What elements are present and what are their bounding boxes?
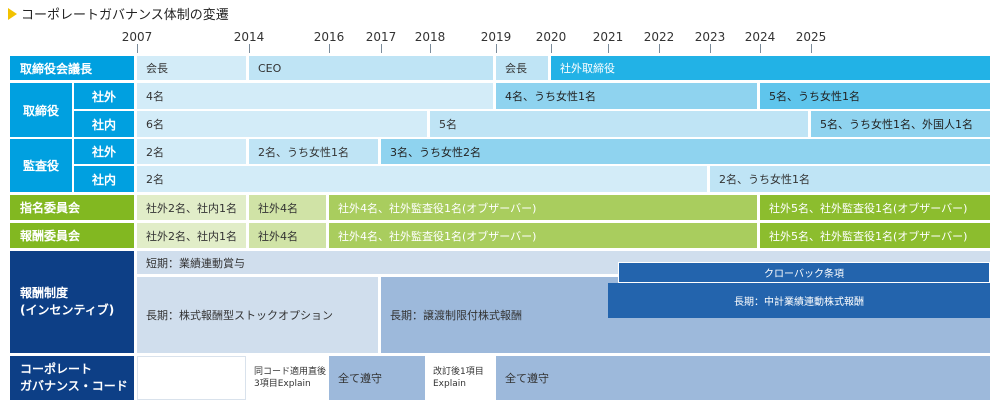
year-label: 2024 (744, 30, 776, 44)
audit-inside-cell: 2名 (137, 166, 707, 192)
audit-outside-cell: 3名、うち女性2名 (381, 139, 990, 164)
year-label: 2019 (480, 30, 512, 44)
board-inside-cell: 5名 (430, 111, 808, 137)
stock-option-bar: 長期：株式報酬型ストックオプション (137, 277, 378, 353)
year-label: 2018 (414, 30, 446, 44)
nomination-cell: 社外4名、社外監査役1名(オブザーバー) (329, 195, 757, 220)
year-label: 2021 (592, 30, 624, 44)
row-header-board-chair: 取締役会議長 (10, 56, 134, 80)
year-label: 2016 (313, 30, 345, 44)
year-tick (381, 44, 382, 53)
audit-outside-cell: 2名 (137, 139, 246, 164)
code-cell-line: 改訂後1項目 (433, 367, 484, 377)
compensation-cell: 社外4名 (249, 223, 326, 248)
year-tick (811, 44, 812, 53)
title-marker-icon (8, 8, 17, 20)
audit-inside-cell: 2名、うち女性1名 (710, 166, 990, 192)
code-cell-line: Explain (433, 379, 466, 389)
year-tick (659, 44, 660, 53)
row-header-auditors: 監査役 (10, 139, 72, 192)
code-cell-explain-1: 改訂後1項目 Explain (428, 356, 493, 400)
row-subheader-audit-inside: 社内 (74, 166, 134, 192)
page-title: コーポレートガバナンス体制の変遷 (21, 8, 229, 23)
year-label: 2014 (233, 30, 265, 44)
code-cell-explain-3: 同コード適用直後 3項目Explain (249, 356, 326, 400)
year-label: 2017 (365, 30, 397, 44)
audit-outside-cell: 2名、うち女性1名 (249, 139, 378, 164)
year-label: 2020 (535, 30, 567, 44)
nomination-cell: 社外5名、社外監査役1名(オブザーバー) (760, 195, 990, 220)
row-header-compensation-committee: 報酬委員会 (10, 223, 134, 248)
clawback-clause-bar: クローバック条項 (618, 262, 990, 283)
row-header-remuneration-system: 報酬制度 (インセンティブ) (10, 251, 134, 353)
year-tick (760, 44, 761, 53)
chair-cell: 社外取締役 (551, 56, 990, 80)
code-cell-full-compliance: 全て遵守 (329, 356, 425, 400)
nomination-cell: 社外2名、社内1名 (137, 195, 246, 220)
year-tick (430, 44, 431, 53)
year-label: 2022 (643, 30, 675, 44)
year-label: 2023 (694, 30, 726, 44)
year-tick (608, 44, 609, 53)
year-tick (710, 44, 711, 53)
code-empty-cell (137, 356, 246, 400)
year-label: 2025 (795, 30, 827, 44)
row-subheader-board-inside: 社内 (74, 111, 134, 137)
code-label-line2: ガバナンス・コード (20, 379, 128, 393)
compensation-cell: 社外5名、社外監査役1名(オブザーバー) (760, 223, 990, 248)
board-inside-cell: 5名、うち女性1名、外国人1名 (811, 111, 990, 137)
year-tick (551, 44, 552, 53)
compensation-cell: 社外2名、社内1名 (137, 223, 246, 248)
code-cell-full-compliance: 全て遵守 (496, 356, 990, 400)
year-tick (249, 44, 250, 53)
year-tick (496, 44, 497, 53)
board-outside-cell: 5名、うち女性1名 (760, 83, 990, 109)
performance-stock-bar: 長期：中計業績連動株式報酬 (608, 283, 990, 318)
remuneration-label-line2: (インセンティブ) (20, 303, 115, 317)
compensation-cell: 社外4名、社外監査役1名(オブザーバー) (329, 223, 757, 248)
row-subheader-audit-outside: 社外 (74, 139, 134, 164)
year-label: 2007 (121, 30, 153, 44)
remuneration-label-line1: 報酬制度 (20, 286, 69, 300)
chair-cell: 会長 (137, 56, 246, 80)
chair-cell: 会長 (496, 56, 548, 80)
row-header-nomination-committee: 指名委員会 (10, 195, 134, 220)
row-subheader-board-outside: 社外 (74, 83, 134, 109)
code-cell-line: 同コード適用直後 (254, 367, 326, 377)
row-header-governance-code: コーポレート ガバナンス・コード (10, 356, 134, 400)
year-tick (137, 44, 138, 53)
board-outside-cell: 4名、うち女性1名 (496, 83, 757, 109)
code-label-line1: コーポレート (20, 362, 93, 376)
nomination-cell: 社外4名 (249, 195, 326, 220)
code-cell-line: 3項目Explain (254, 379, 311, 389)
board-inside-cell: 6名 (137, 111, 427, 137)
chair-cell: CEO (249, 56, 493, 80)
year-tick (329, 44, 330, 53)
board-outside-cell: 4名 (137, 83, 493, 109)
row-header-board: 取締役 (10, 83, 72, 137)
